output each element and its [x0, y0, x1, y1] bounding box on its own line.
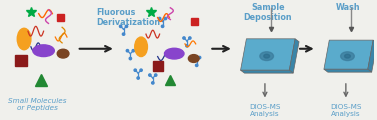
Circle shape [140, 69, 142, 71]
Ellipse shape [135, 37, 147, 57]
Circle shape [152, 82, 154, 84]
Circle shape [196, 64, 198, 66]
Circle shape [125, 25, 128, 27]
Polygon shape [289, 39, 299, 73]
Circle shape [149, 74, 151, 76]
Bar [191, 18, 198, 25]
Ellipse shape [17, 28, 31, 50]
Ellipse shape [260, 52, 273, 60]
Ellipse shape [57, 49, 69, 58]
Ellipse shape [345, 54, 350, 58]
Circle shape [123, 33, 125, 35]
Text: Fluorous
Derivatization: Fluorous Derivatization [96, 8, 160, 27]
Circle shape [155, 74, 157, 76]
Text: Small Molecules
or Peptides: Small Molecules or Peptides [9, 98, 67, 111]
Text: Wash: Wash [336, 3, 360, 12]
Polygon shape [241, 39, 295, 70]
Circle shape [183, 37, 185, 39]
Ellipse shape [341, 52, 354, 61]
Circle shape [198, 56, 201, 59]
Text: Sample
Deposition: Sample Deposition [244, 3, 292, 22]
Circle shape [193, 56, 195, 59]
Ellipse shape [188, 55, 199, 62]
Circle shape [137, 77, 139, 79]
Circle shape [132, 50, 135, 52]
Circle shape [161, 25, 164, 27]
Circle shape [186, 45, 188, 47]
Polygon shape [241, 70, 293, 73]
Circle shape [164, 17, 167, 20]
Circle shape [134, 69, 136, 71]
Polygon shape [324, 69, 372, 72]
Circle shape [120, 25, 122, 27]
Circle shape [129, 57, 132, 60]
Ellipse shape [164, 48, 184, 59]
Ellipse shape [33, 45, 54, 57]
Bar [153, 61, 162, 71]
Circle shape [126, 50, 129, 52]
Text: DIOS-MS
Analysis: DIOS-MS Analysis [330, 104, 362, 117]
Text: DIOS-MS
Analysis: DIOS-MS Analysis [249, 104, 281, 117]
Ellipse shape [264, 54, 270, 58]
Polygon shape [368, 40, 377, 72]
Circle shape [188, 37, 191, 39]
Bar [15, 55, 27, 66]
Bar [57, 14, 64, 21]
Polygon shape [324, 40, 373, 69]
Circle shape [158, 17, 161, 20]
